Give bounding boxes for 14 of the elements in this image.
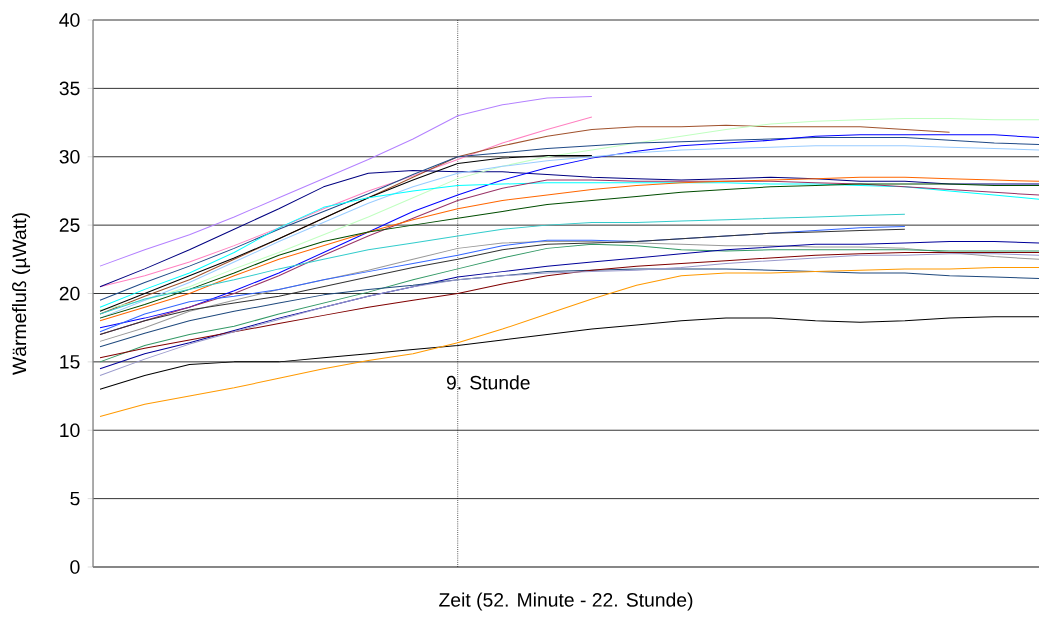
y-tick-label: 5 bbox=[70, 491, 80, 506]
y-tick-label: 20 bbox=[59, 286, 80, 301]
line-series bbox=[99, 267, 1040, 418]
line-series bbox=[99, 116, 593, 288]
annotation: 9. Stunde bbox=[446, 375, 530, 390]
y-tick-label: 15 bbox=[60, 355, 80, 369]
y-tick-label: 0 bbox=[70, 560, 80, 574]
y-tick-label: 30 bbox=[59, 149, 80, 164]
y-axis-title: Wärmefluß (µWatt) bbox=[12, 213, 31, 375]
y-tick-label: 40 bbox=[59, 13, 80, 27]
y-tick-label: 25 bbox=[59, 218, 80, 232]
y-tick-label: 10 bbox=[60, 423, 80, 438]
x-axis-title: Zeit (52. Minute - 22. Stunde) bbox=[439, 592, 693, 611]
y-tick-label: 35 bbox=[59, 81, 80, 96]
